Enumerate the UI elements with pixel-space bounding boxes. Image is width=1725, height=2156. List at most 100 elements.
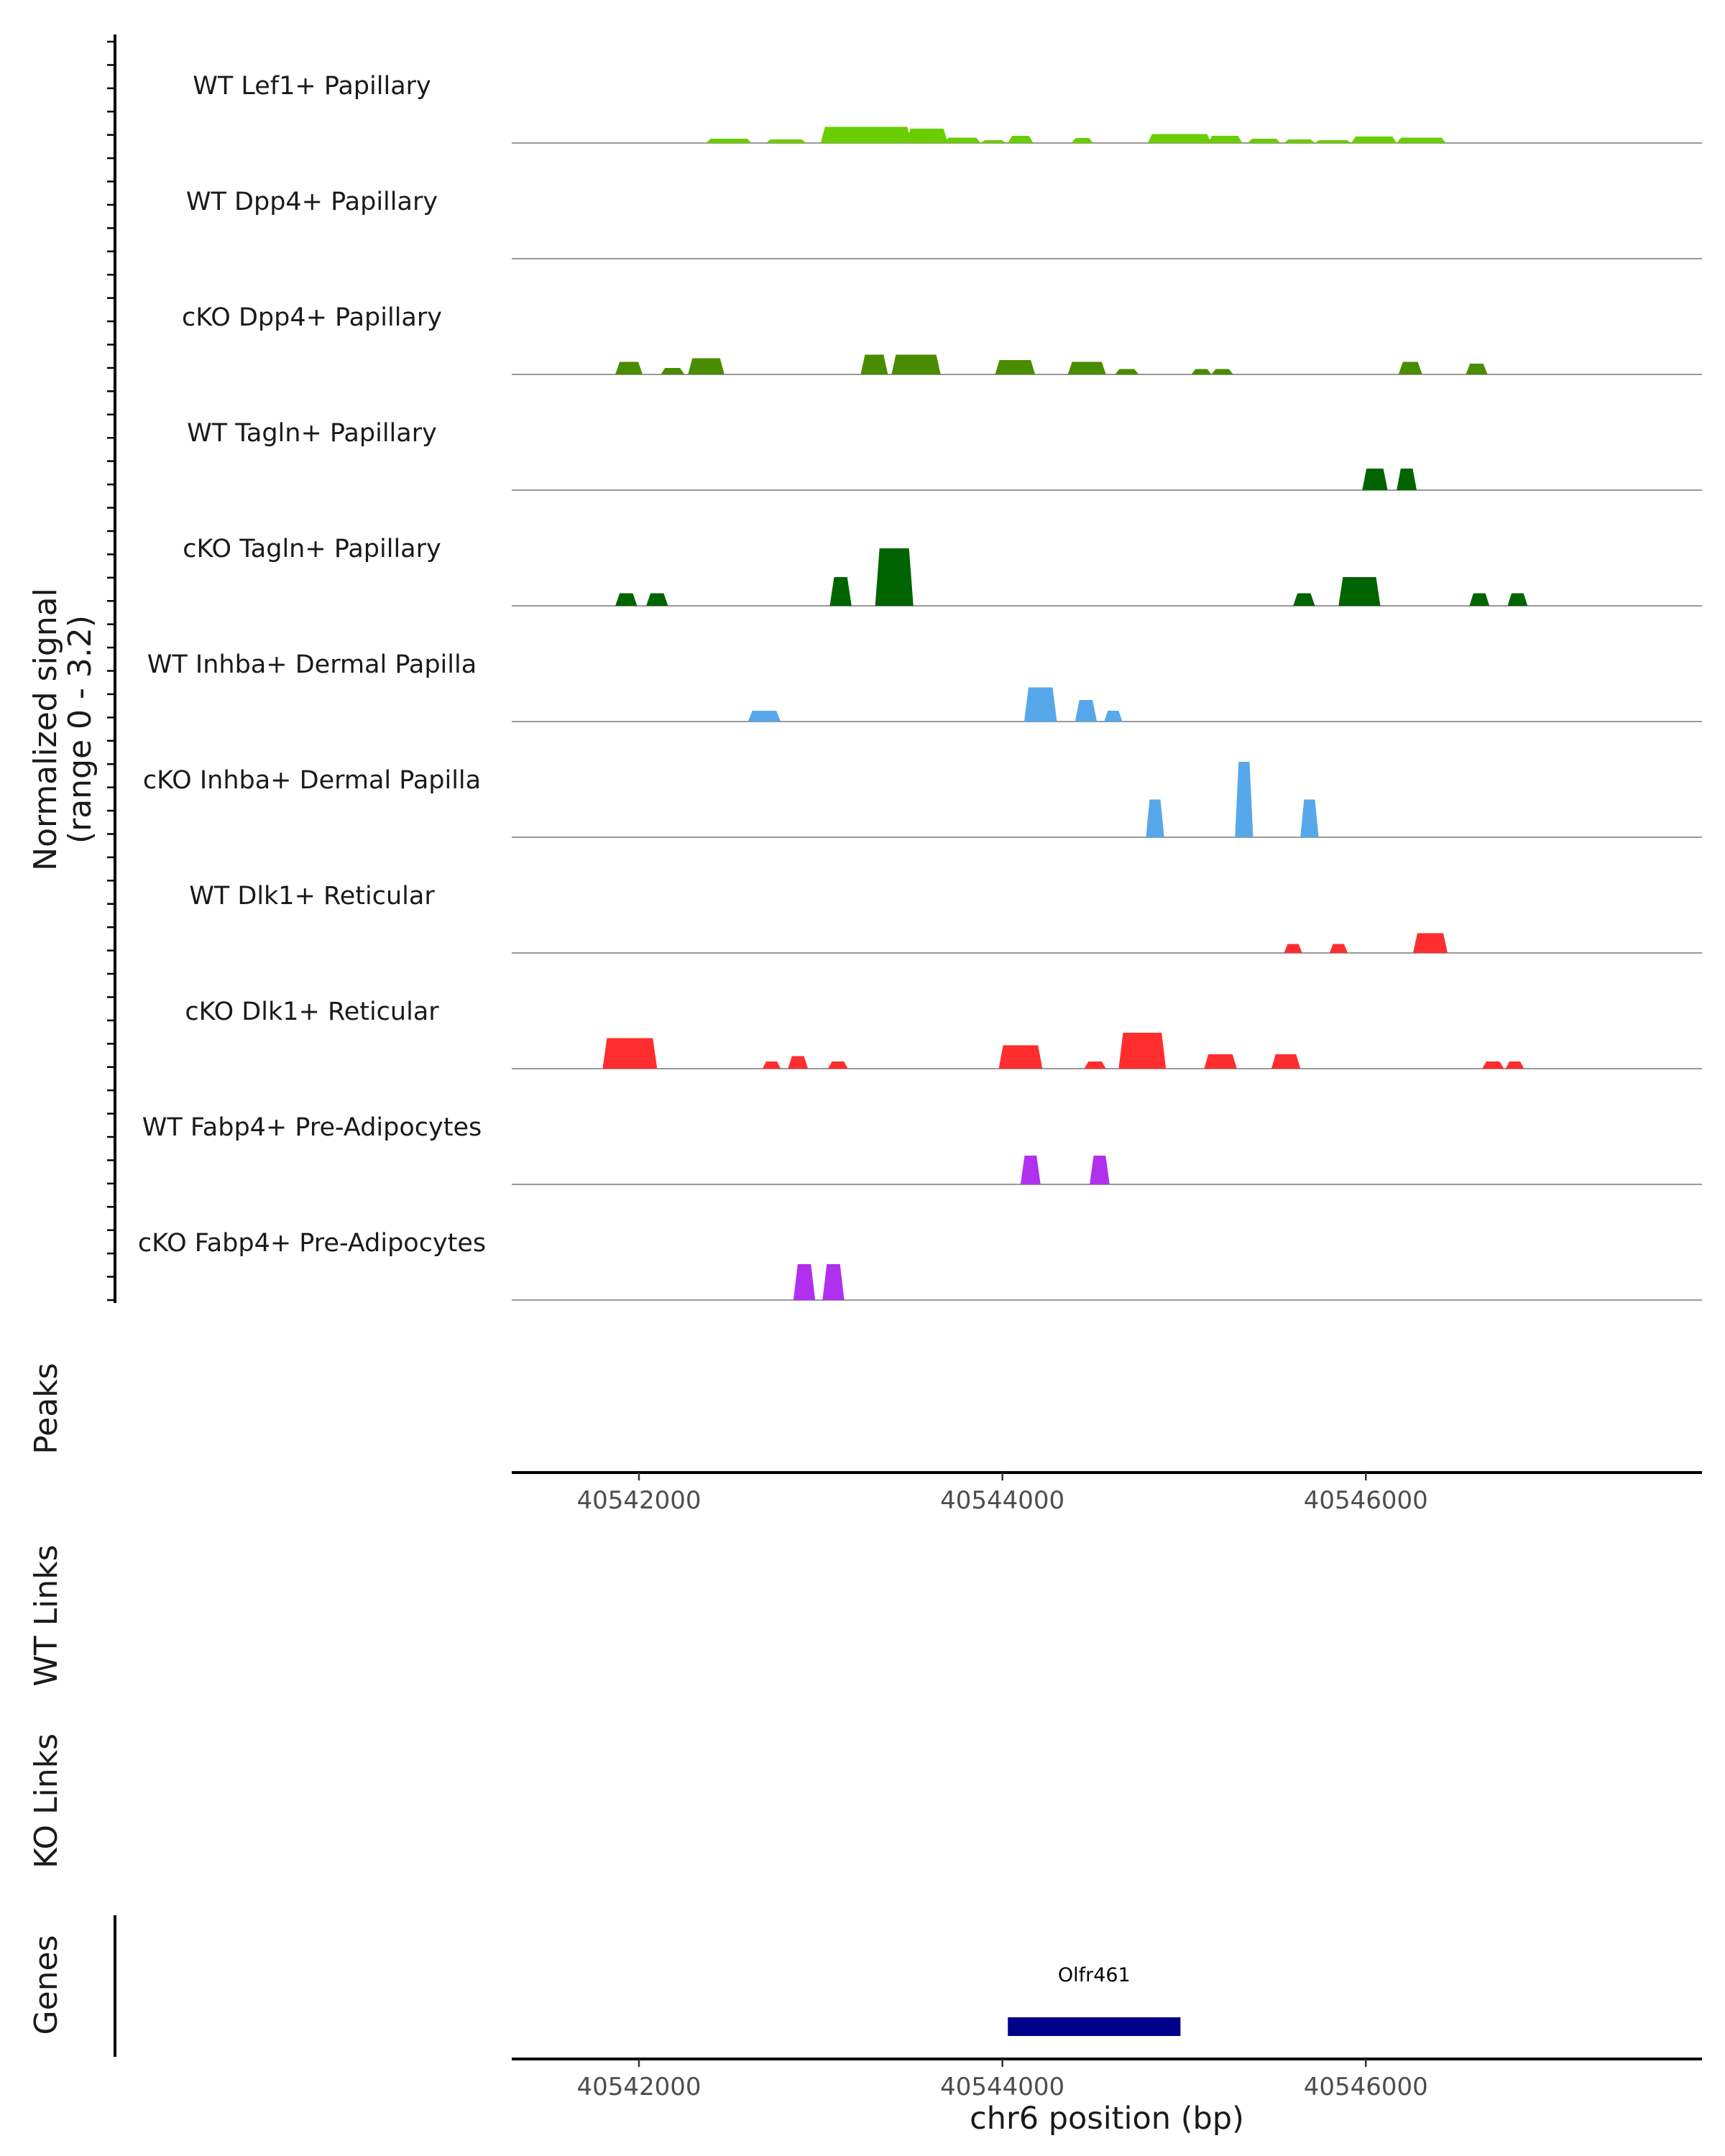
track: WT Dpp4+ Papillary (186, 188, 1702, 259)
signal-peak (646, 593, 668, 606)
signal-peak (1315, 140, 1352, 143)
x-tick-label: 40546000 (1304, 1486, 1428, 1515)
signal-peak (1075, 700, 1098, 722)
signal-peak (688, 358, 724, 374)
signal-peak (1084, 1061, 1106, 1069)
track-label: cKO Dlk1+ Reticular (185, 998, 439, 1026)
signal-peak (1351, 137, 1397, 143)
track: cKO Dpp4+ Papillary (182, 303, 1702, 375)
signal-peak (827, 1061, 848, 1069)
wt-links-label: WT Links (28, 1544, 65, 1686)
x-tick-label: 40544000 (940, 2073, 1064, 2101)
signal-peak (1211, 369, 1233, 374)
signal-peak (1089, 1156, 1110, 1184)
y-axis-range: (range 0 - 3.2) (62, 615, 98, 844)
signal-axis: Normalized signal(range 0 - 3.2) (27, 34, 116, 1303)
peaks-label: Peaks (28, 1363, 65, 1454)
signal-peak (1466, 364, 1488, 374)
signal-peak (1397, 137, 1446, 143)
signal-peak (1362, 469, 1388, 490)
signal-peak (1020, 1156, 1041, 1184)
signal-peak (615, 361, 643, 374)
signal-peak (788, 1056, 809, 1069)
signal-peak (820, 126, 912, 143)
signal-peak (1293, 593, 1315, 606)
signal-peak (995, 360, 1036, 374)
x-tick-label: 40542000 (576, 1486, 701, 1515)
signal-peak (1104, 711, 1123, 722)
gene-body (1008, 2017, 1181, 2036)
track-label: cKO Fabp4+ Pre-Adipocytes (138, 1229, 486, 1258)
signal-peak (822, 1264, 845, 1300)
signal-peak (1284, 944, 1302, 953)
track-label: WT Inhba+ Dermal Papilla (147, 650, 477, 679)
signal-peak (1398, 361, 1422, 374)
track: WT Inhba+ Dermal Papilla (147, 650, 1702, 722)
signal-peak (1118, 1033, 1167, 1069)
x-tick-label: 40546000 (1304, 2073, 1428, 2101)
track-label: WT Fabp4+ Pre-Adipocytes (142, 1113, 482, 1142)
track: cKO Fabp4+ Pre-Adipocytes (138, 1229, 1702, 1301)
signal-peak (1284, 139, 1315, 143)
track-label: WT Dpp4+ Papillary (186, 188, 438, 216)
signal-peak (1115, 369, 1139, 374)
track-label: cKO Dpp4+ Papillary (182, 303, 442, 332)
track: WT Tagln+ Papillary (187, 419, 1702, 491)
signal-peak (602, 1038, 658, 1069)
ko-links-label: KO Links (28, 1733, 65, 1869)
signal-peak (765, 139, 806, 143)
signal-peak (875, 548, 914, 606)
genes-label: Genes (28, 1935, 65, 2035)
signal-peak (1024, 687, 1057, 722)
signal-peak (748, 711, 781, 722)
signal-peak (1208, 136, 1243, 143)
signal-peak (1469, 593, 1490, 606)
signal-peak (1067, 361, 1106, 374)
signal-peak (1247, 139, 1281, 143)
track-label: cKO Inhba+ Dermal Papilla (143, 766, 481, 795)
track: WT Dlk1+ Reticular (189, 882, 1702, 954)
peaks-panel: Peaks 40542000 40544000 40546000 (28, 1363, 1702, 1515)
signal-peak (1397, 469, 1417, 490)
signal-peak (1008, 136, 1034, 143)
genes-panel: Genes Olfr461 40542000 40544000 40546000 chr6… (28, 1915, 1702, 2137)
signal-peak (661, 368, 685, 374)
signal-peak (1204, 1054, 1237, 1069)
x-axis-title: chr6 position (bp) (970, 2101, 1244, 2137)
track: cKO Inhba+ Dermal Papilla (143, 762, 1702, 838)
links-panels: WT Links KO Links (28, 1544, 65, 1869)
signal-peak (1147, 134, 1212, 143)
signal-peak (1146, 799, 1164, 837)
signal-peak (706, 139, 752, 143)
track-label: cKO Tagln+ Papillary (183, 535, 441, 563)
signal-peak (1338, 577, 1381, 606)
signal-peak (944, 137, 981, 143)
signal-peak (615, 593, 638, 606)
signal-peak (1235, 762, 1254, 837)
signal-peak (998, 1045, 1043, 1069)
signal-peak (1071, 138, 1094, 143)
signal-peak (980, 140, 1006, 143)
signal-peak (1482, 1061, 1504, 1069)
y-axis-title: Normalized signal (27, 588, 64, 871)
track-label: WT Dlk1+ Reticular (189, 882, 435, 911)
signal-peak (891, 354, 941, 374)
signal-peak (829, 577, 852, 606)
signal-peak (1413, 933, 1448, 953)
x-tick-label: 40544000 (940, 1486, 1064, 1515)
track-label: WT Tagln+ Papillary (187, 419, 437, 448)
track: cKO Dlk1+ Reticular (185, 998, 1702, 1069)
signal-peak (1505, 1061, 1524, 1069)
track: cKO Tagln+ Papillary (183, 535, 1702, 607)
track-label: WT Lef1+ Papillary (193, 72, 431, 101)
signal-peak (860, 354, 888, 374)
signal-peak (1271, 1054, 1301, 1069)
track: WT Lef1+ Papillary (193, 72, 1702, 144)
signal-peak (762, 1061, 781, 1069)
signal-peak (1507, 593, 1528, 606)
coverage-tracks: WT Lef1+ Papillary WT Dpp4+ Papillary cKO … (138, 72, 1702, 1301)
x-tick-label: 40542000 (576, 2073, 701, 2101)
signal-peak (1191, 369, 1212, 374)
gene-name: Olfr461 (1058, 1964, 1131, 1986)
